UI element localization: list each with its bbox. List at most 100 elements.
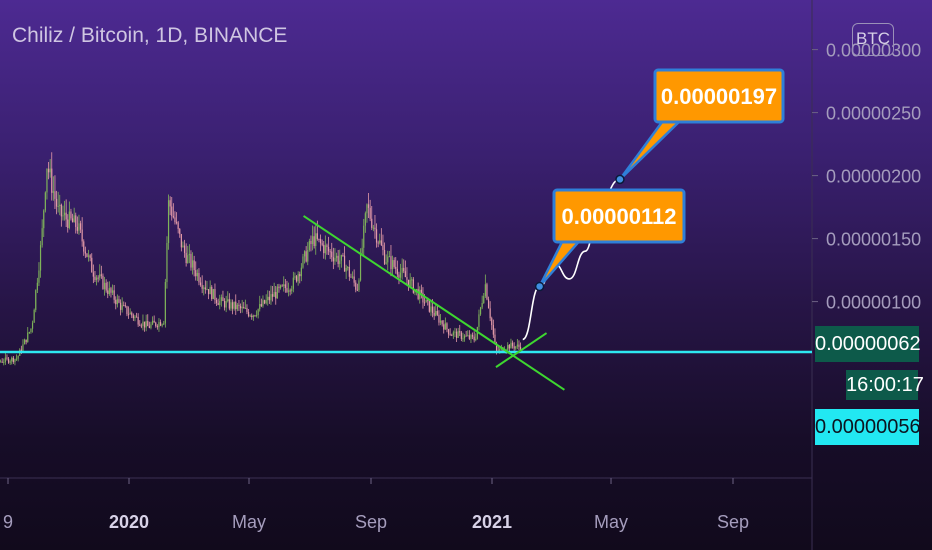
candle-body	[227, 299, 229, 302]
candle-body	[142, 321, 144, 326]
callout-box	[552, 188, 686, 244]
candle-body	[407, 279, 410, 287]
candle-body	[259, 304, 261, 310]
candle-body	[254, 315, 256, 317]
candle-body	[92, 272, 94, 277]
candle-body	[478, 314, 480, 327]
candle-body	[350, 276, 352, 278]
candle-body	[411, 279, 413, 281]
candle-body	[67, 219, 69, 228]
candle-body	[454, 331, 456, 333]
candle-body	[12, 357, 14, 362]
candle-body	[135, 316, 138, 318]
candle-body	[428, 300, 430, 312]
candle-body	[211, 286, 213, 300]
candle-body	[223, 300, 226, 308]
candle-body	[207, 289, 210, 295]
candle-body	[71, 218, 74, 223]
candle-body	[427, 299, 429, 301]
candle-body	[39, 245, 42, 271]
candle-body	[387, 256, 389, 263]
candle-body	[110, 288, 112, 293]
candle-body	[519, 346, 522, 351]
candle-body	[70, 211, 72, 219]
candle-body	[87, 255, 90, 257]
candle-body	[364, 213, 366, 226]
candle-body	[516, 344, 518, 347]
candle-body	[183, 245, 186, 253]
time-tick-label: 2020	[109, 512, 149, 532]
candle-body	[468, 335, 470, 339]
candle-body	[510, 342, 512, 349]
candle-body	[331, 251, 333, 258]
candle-body	[302, 256, 304, 268]
candle-body	[271, 294, 274, 297]
candle-body	[518, 344, 520, 347]
candle-body	[299, 274, 301, 277]
candle-body	[380, 240, 382, 246]
candle-body	[289, 290, 291, 292]
candle-body	[276, 286, 278, 299]
candle-body	[47, 168, 50, 173]
candle-body	[300, 267, 302, 277]
candle-body	[212, 289, 214, 300]
candle-body	[332, 257, 334, 262]
candle-body	[100, 274, 102, 276]
candle-body	[4, 357, 6, 363]
candle-body	[379, 240, 381, 243]
candle-body	[459, 331, 461, 333]
candle-body	[20, 349, 22, 352]
candle-body	[107, 290, 109, 294]
candle-body	[267, 296, 269, 301]
candle-body	[175, 222, 178, 224]
candle-body	[230, 302, 232, 309]
candle-body	[83, 241, 85, 252]
candle-body	[247, 311, 250, 316]
candle-body	[243, 306, 245, 309]
chart-title: Chiliz / Bitcoin, 1D, BINANCE	[12, 24, 288, 47]
candle-body	[465, 335, 467, 337]
candle-body	[94, 276, 96, 280]
candle-body	[134, 316, 136, 319]
candle-body	[195, 270, 197, 277]
candle-body	[36, 282, 38, 291]
candle-body	[395, 266, 397, 269]
candle-body	[508, 345, 510, 349]
candle-body	[353, 276, 355, 283]
time-tick-label: 9	[3, 512, 13, 532]
candle-body	[33, 309, 35, 323]
candle-body	[283, 284, 285, 286]
candle-body	[167, 200, 170, 243]
candle-body	[65, 212, 67, 220]
candle-body	[105, 282, 107, 291]
candle-body	[348, 267, 350, 277]
candle-body	[215, 299, 218, 303]
candle-body	[60, 204, 62, 217]
candle-body	[217, 302, 219, 306]
candle-body	[399, 272, 402, 278]
candle-body	[59, 204, 61, 206]
candle-body	[115, 299, 117, 305]
candle-body	[15, 358, 18, 360]
candle-body	[7, 358, 10, 363]
time-tick-label: May	[594, 512, 628, 532]
currency-toggle-button[interactable]: BTC	[852, 23, 894, 56]
candle-body	[201, 285, 203, 289]
candle-body	[139, 324, 141, 326]
trendline	[303, 215, 565, 391]
candle-body	[412, 279, 414, 293]
candle-body	[446, 323, 448, 330]
candle-body	[430, 306, 432, 312]
candle-body	[75, 215, 77, 227]
candle-body	[513, 346, 515, 349]
price-tick-label: 0.00000250	[826, 104, 921, 124]
candle-body	[23, 339, 26, 345]
candle-body	[185, 252, 187, 264]
candle-body	[366, 204, 368, 214]
candle-body	[91, 257, 93, 273]
candle-body	[286, 288, 288, 292]
candle-body	[385, 262, 387, 264]
candle-body	[321, 243, 323, 245]
callout-label: 0.00000112	[561, 204, 676, 229]
